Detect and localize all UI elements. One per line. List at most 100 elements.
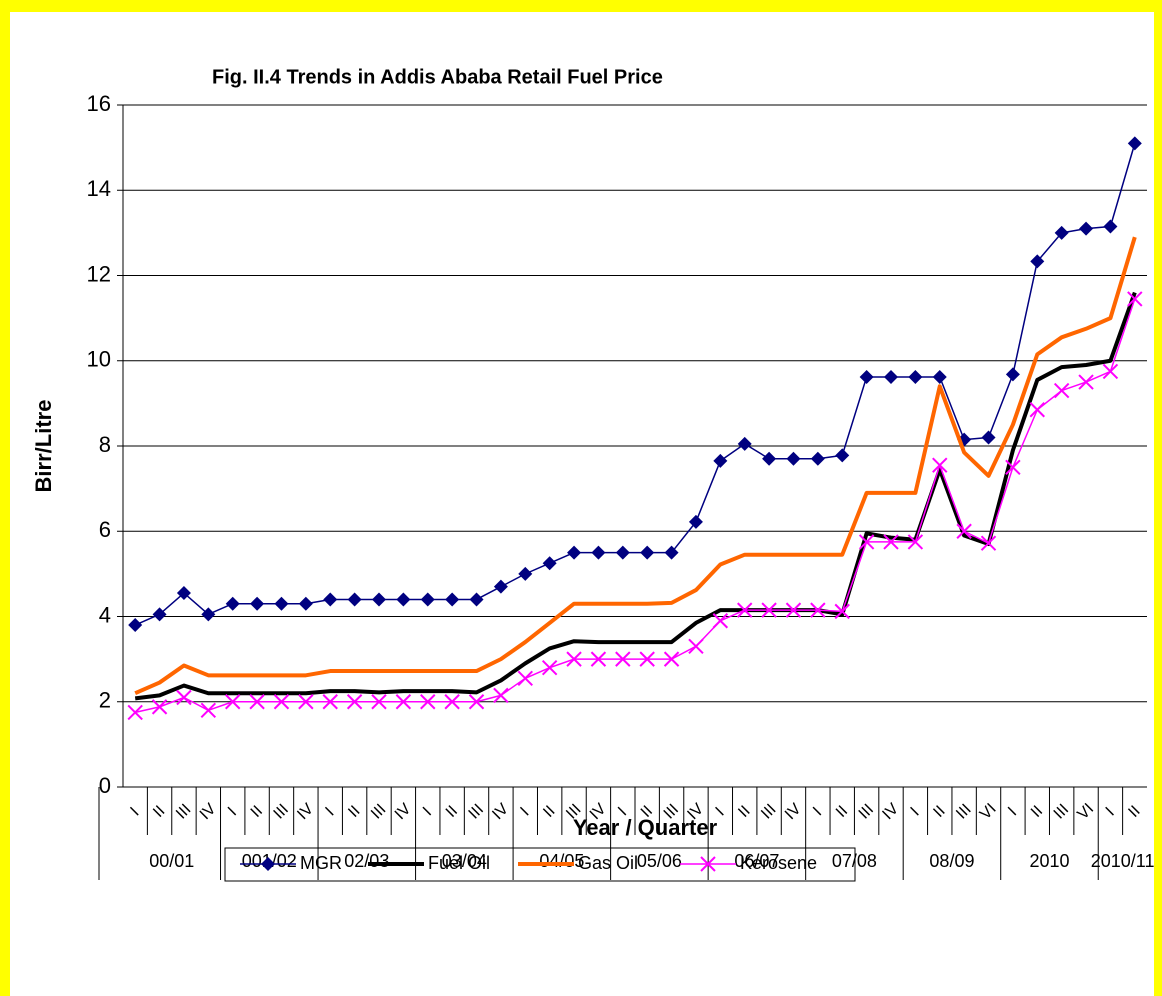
- group-label: 00/01: [149, 851, 194, 871]
- marker: [1102, 363, 1119, 380]
- marker: [1079, 221, 1094, 236]
- marker: [225, 596, 240, 611]
- marker: [444, 694, 460, 710]
- marker: [176, 586, 191, 601]
- marker: [323, 592, 338, 607]
- marker: [322, 694, 338, 710]
- group-label: 08/09: [929, 851, 974, 871]
- x-axis-label: Year / Quarter: [573, 815, 718, 840]
- marker: [980, 535, 997, 551]
- y-tick-label: 12: [87, 261, 111, 286]
- marker: [567, 545, 582, 560]
- series-line: [134, 236, 1137, 696]
- marker: [200, 702, 217, 718]
- marker: [1103, 219, 1118, 234]
- marker: [249, 694, 265, 710]
- marker: [663, 651, 680, 667]
- marker: [981, 430, 996, 445]
- marker: [932, 369, 947, 384]
- marker: [201, 607, 216, 622]
- marker: [176, 689, 192, 706]
- y-tick-label: 0: [99, 773, 111, 798]
- marker: [639, 651, 655, 667]
- marker: [1054, 225, 1069, 240]
- marker: [590, 651, 607, 667]
- marker: [250, 596, 265, 611]
- marker: [469, 592, 484, 607]
- group-label: 2010: [1029, 851, 1069, 871]
- marker: [591, 545, 606, 560]
- marker: [1030, 254, 1045, 269]
- marker: [688, 514, 703, 529]
- marker: [810, 451, 825, 466]
- legend-label: Fuel Oil: [428, 853, 490, 873]
- y-tick-label: 14: [87, 176, 111, 201]
- marker: [298, 596, 313, 611]
- marker: [1053, 382, 1070, 399]
- marker: [518, 566, 533, 581]
- y-tick-label: 10: [87, 347, 111, 372]
- marker: [761, 602, 777, 618]
- marker: [1127, 291, 1143, 307]
- marker: [640, 545, 655, 560]
- marker: [1029, 402, 1045, 418]
- marker: [273, 694, 290, 710]
- marker: [128, 618, 143, 633]
- marker: [615, 651, 631, 667]
- marker: [884, 369, 898, 384]
- marker: [151, 699, 168, 715]
- marker: [835, 448, 850, 463]
- series-line: [134, 291, 1137, 701]
- y-axis-label: Birr/Litre: [31, 400, 56, 493]
- marker: [542, 556, 557, 571]
- marker: [420, 592, 435, 607]
- marker: [420, 694, 436, 710]
- marker: [346, 694, 363, 710]
- marker: [762, 451, 777, 466]
- marker: [858, 534, 875, 550]
- marker: [883, 534, 899, 550]
- marker: [688, 638, 704, 655]
- group-label: 2010/11: [1091, 851, 1155, 871]
- legend-label: Kerosene: [740, 853, 817, 873]
- marker: [907, 534, 924, 550]
- marker: [1005, 459, 1021, 476]
- background: [10, 12, 1154, 996]
- marker: [1127, 136, 1142, 151]
- marker: [445, 592, 460, 607]
- marker: [298, 694, 314, 710]
- chart-title: Fig. II.4 Trends in Addis Ababa Retail F…: [212, 66, 663, 88]
- group-label: 06/07: [734, 851, 779, 871]
- marker: [700, 856, 716, 872]
- y-tick-label: 16: [87, 91, 111, 116]
- group-label: 07/08: [832, 851, 877, 871]
- marker: [956, 523, 972, 539]
- marker: [517, 670, 533, 687]
- marker: [396, 592, 411, 607]
- marker: [152, 607, 167, 622]
- marker: [908, 369, 923, 384]
- marker: [395, 694, 412, 710]
- marker: [541, 659, 558, 676]
- marker: [493, 687, 509, 704]
- marker: [713, 453, 728, 468]
- group-label: 02/03: [344, 851, 389, 871]
- marker: [712, 613, 729, 629]
- marker: [225, 694, 241, 710]
- marker: [737, 436, 752, 451]
- y-tick-label: 2: [99, 688, 111, 713]
- marker: [261, 857, 275, 871]
- marker: [347, 592, 362, 607]
- marker: [737, 602, 753, 618]
- legend-box: [224, 847, 856, 882]
- marker: [274, 596, 289, 611]
- marker: [664, 545, 679, 560]
- y-tick-label: 6: [99, 517, 111, 542]
- group-label: 03/04: [442, 851, 487, 871]
- legend-label: MGR: [300, 853, 342, 873]
- marker: [785, 602, 802, 618]
- marker: [1078, 374, 1094, 390]
- legend-label: Gas Oil: [578, 853, 638, 873]
- y-tick-label: 4: [99, 602, 111, 627]
